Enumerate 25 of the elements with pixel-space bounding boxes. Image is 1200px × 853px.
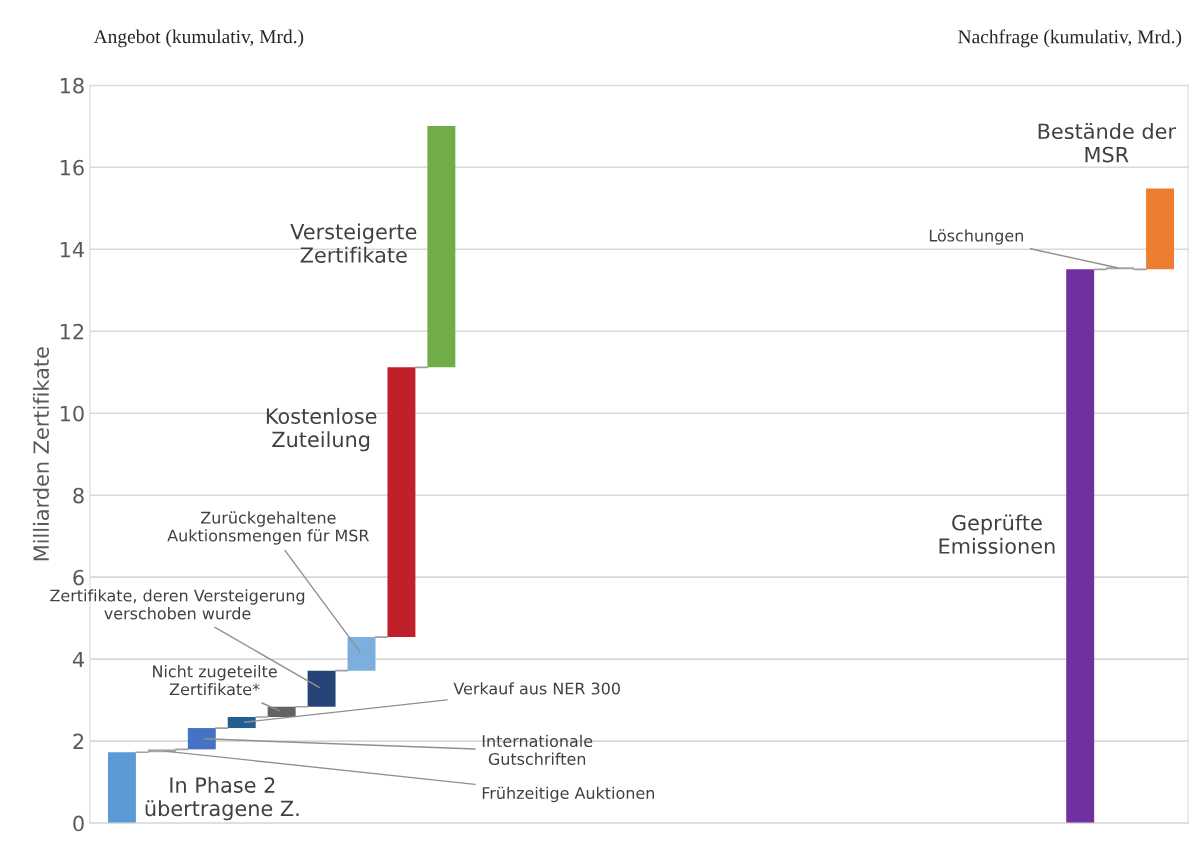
y-axis-title: Milliarden Zertifikate (32, 347, 50, 561)
y-tick-label: 16 (60, 159, 84, 176)
annotation: Bestände der MSR (1038, 122, 1177, 163)
y-tick-label: 2 (73, 733, 84, 750)
y-tick-label: 4 (72, 651, 84, 668)
annotation: Internationale Gutschriften (482, 734, 593, 765)
annotation: Geprüfte Emissionen (939, 514, 1055, 554)
annotation: Zertifikate, deren Versteigerung verschoben wurde (50, 589, 305, 620)
annotation: Versteigerte Zertifikate (290, 223, 417, 263)
text: Angebot (kumulativ, Mrd.) (93, 29, 304, 48)
y-tick-label: 18 (60, 77, 84, 94)
y-tick-label: 10 (60, 405, 84, 422)
annotation: Nicht zugeteilte Zertifikate* (153, 665, 277, 696)
annotation: Frühzeitige Auktionen (482, 786, 655, 803)
y-tick-label: 6 (73, 569, 84, 586)
y-tick-label: 8 (73, 487, 84, 504)
annotation: Kostenlose Zuteilung (266, 407, 377, 452)
annotation: In Phase 2 übertragene Z. (145, 776, 299, 821)
y-tick-label: 12 (60, 323, 84, 340)
y-tick-label: 14 (60, 241, 84, 258)
annotation: Verkauf aus NER 300 (453, 682, 620, 695)
annotation: Zurückgehaltene Auktionsmengen für MSR (167, 511, 370, 545)
annotation: Löschungen (929, 229, 1023, 245)
text: Nachfrage (kumulativ, Mrd.) (958, 29, 1182, 48)
y-tick-label: 0 (73, 815, 84, 832)
